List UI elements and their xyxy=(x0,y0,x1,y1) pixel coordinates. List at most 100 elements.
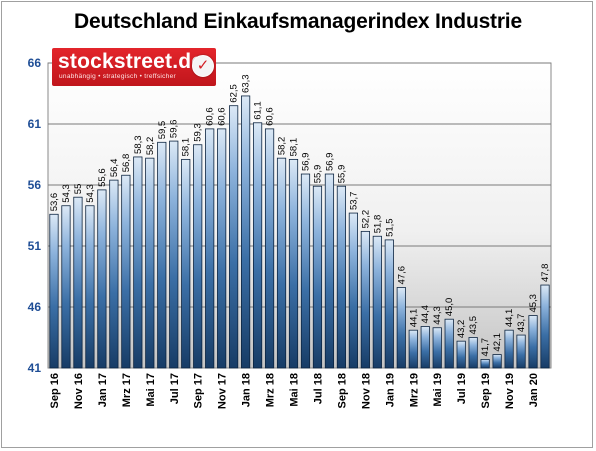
checkmark-icon: ✓ xyxy=(192,55,214,77)
x-tick-label: Sep 19 xyxy=(480,373,492,408)
x-tick-label: Nov 16 xyxy=(73,373,85,409)
bar xyxy=(229,105,239,369)
data-label: 43,7 xyxy=(516,314,527,333)
data-label: 55,9 xyxy=(312,165,323,184)
data-label: 61,1 xyxy=(253,101,264,120)
x-tick-label: Jan 18 xyxy=(241,373,253,407)
data-label: 45,3 xyxy=(528,294,539,313)
data-label: 53,6 xyxy=(49,193,60,212)
data-label: 45,0 xyxy=(444,298,455,317)
bar xyxy=(49,213,59,369)
bar xyxy=(121,174,131,369)
data-label: 53,7 xyxy=(348,192,359,211)
x-tick-label: Sep 17 xyxy=(193,373,205,408)
bar xyxy=(384,239,394,369)
bar xyxy=(181,158,191,369)
x-tick-label: Mrz 18 xyxy=(265,373,277,407)
x-tick-label: Jan 20 xyxy=(528,373,540,407)
bar xyxy=(432,327,442,369)
y-tick-label: 66 xyxy=(28,56,42,70)
bar xyxy=(348,212,358,369)
bar xyxy=(97,189,107,369)
bar xyxy=(252,122,263,369)
data-label: 55 xyxy=(73,184,84,195)
bar xyxy=(420,326,430,369)
logo-tagline: unabhängig • strategisch • treffsicher xyxy=(59,73,177,80)
data-label: 55,6 xyxy=(97,168,108,187)
data-label: 58,2 xyxy=(145,137,156,156)
x-tick-label: Nov 18 xyxy=(360,373,372,409)
bar xyxy=(217,128,227,369)
x-tick-label: Sep 16 xyxy=(49,373,61,408)
x-tick-label: Jan 19 xyxy=(384,373,396,407)
data-label: 43,2 xyxy=(456,320,467,339)
x-tick-label: Sep 18 xyxy=(336,373,348,408)
bar xyxy=(109,179,119,369)
data-label: 59,3 xyxy=(193,123,204,142)
bar xyxy=(516,334,526,369)
bar xyxy=(276,157,287,369)
bar xyxy=(336,185,347,369)
data-label: 59,6 xyxy=(169,120,180,139)
bar xyxy=(528,315,538,369)
y-tick-label: 46 xyxy=(28,300,42,314)
data-label: 60,6 xyxy=(265,107,276,126)
bar xyxy=(157,141,167,369)
data-label: 56,9 xyxy=(300,153,311,172)
data-label: 59,5 xyxy=(157,121,168,140)
data-label: 44,3 xyxy=(432,306,443,325)
x-tick-label: Mrz 19 xyxy=(408,373,420,407)
data-label: 58,3 xyxy=(133,135,144,154)
bar xyxy=(288,158,299,369)
data-label: 47,6 xyxy=(396,266,407,285)
bar xyxy=(169,140,179,369)
bar xyxy=(372,235,382,369)
bar xyxy=(312,185,323,369)
x-tick-label: Nov 17 xyxy=(217,373,229,409)
data-label: 43,5 xyxy=(468,316,479,335)
bar xyxy=(264,128,275,369)
bar xyxy=(408,329,418,369)
x-tick-label: Mai 19 xyxy=(432,373,444,407)
x-tick-label: Jul 17 xyxy=(169,373,181,404)
data-label: 60,6 xyxy=(205,107,216,126)
data-label: 62,5 xyxy=(229,84,240,103)
x-tick-label: Jan 17 xyxy=(97,373,109,407)
bar xyxy=(480,359,490,369)
data-label: 41,7 xyxy=(480,338,491,357)
data-label: 44,1 xyxy=(408,309,419,328)
bar xyxy=(133,156,143,369)
data-label: 56,4 xyxy=(109,159,120,178)
data-label: 47,8 xyxy=(540,264,551,283)
stockstreet-logo: stockstreet.de unabhängig • strategisch … xyxy=(52,48,216,86)
data-label: 51,8 xyxy=(372,215,383,234)
bar xyxy=(205,128,215,369)
data-label: 44,1 xyxy=(504,309,515,328)
x-tick-label: Mrz 17 xyxy=(121,373,133,407)
bar xyxy=(241,95,251,369)
y-tick-label: 61 xyxy=(28,117,42,131)
data-label: 54,3 xyxy=(61,184,72,203)
bar xyxy=(300,173,311,369)
bar xyxy=(145,157,155,369)
bar xyxy=(444,318,454,369)
bar xyxy=(540,284,550,369)
bar xyxy=(193,144,203,369)
data-label: 58,2 xyxy=(277,137,288,156)
y-tick-label: 51 xyxy=(28,239,42,253)
bar xyxy=(73,196,83,369)
plot-area xyxy=(47,62,552,369)
bar xyxy=(504,329,514,369)
data-label: 44,4 xyxy=(420,305,431,324)
y-tick-label: 56 xyxy=(28,178,42,192)
data-label: 42,1 xyxy=(492,333,503,352)
bar xyxy=(468,337,478,369)
x-tick-label: Jul 18 xyxy=(312,373,324,404)
x-tick-label: Mai 17 xyxy=(145,373,157,407)
data-label: 56,9 xyxy=(324,153,335,172)
x-tick-label: Mai 18 xyxy=(289,373,301,407)
bar xyxy=(360,230,370,369)
data-label: 58,1 xyxy=(181,138,192,157)
data-label: 51,5 xyxy=(384,218,395,237)
